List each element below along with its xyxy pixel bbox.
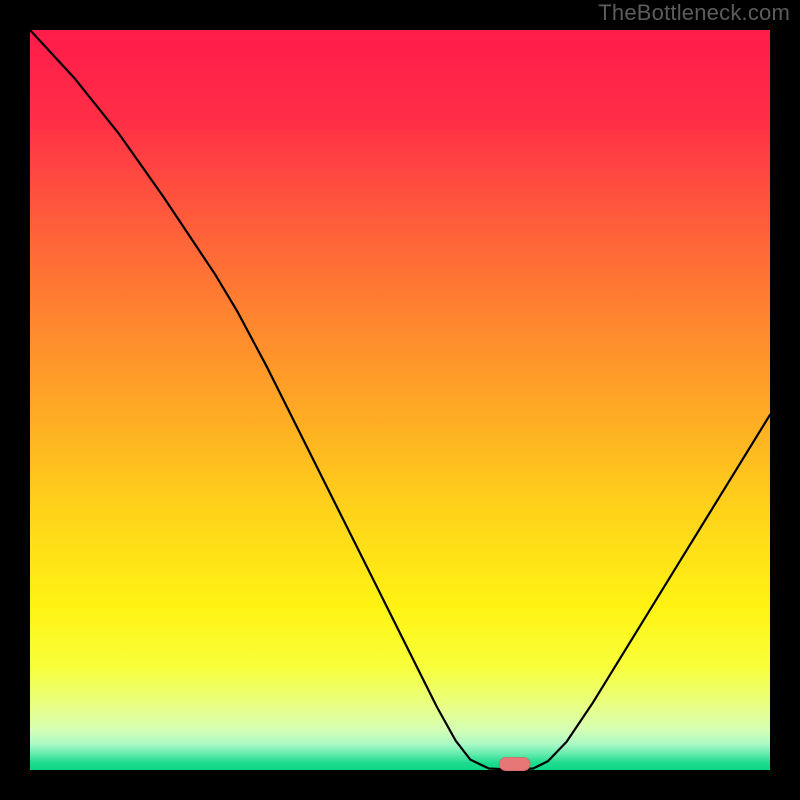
watermark-text: TheBottleneck.com — [598, 0, 790, 26]
bottleneck-chart-svg — [0, 0, 800, 800]
chart-stage: TheBottleneck.com — [0, 0, 800, 800]
optimal-marker — [499, 757, 530, 770]
plot-background-gradient — [30, 30, 770, 770]
